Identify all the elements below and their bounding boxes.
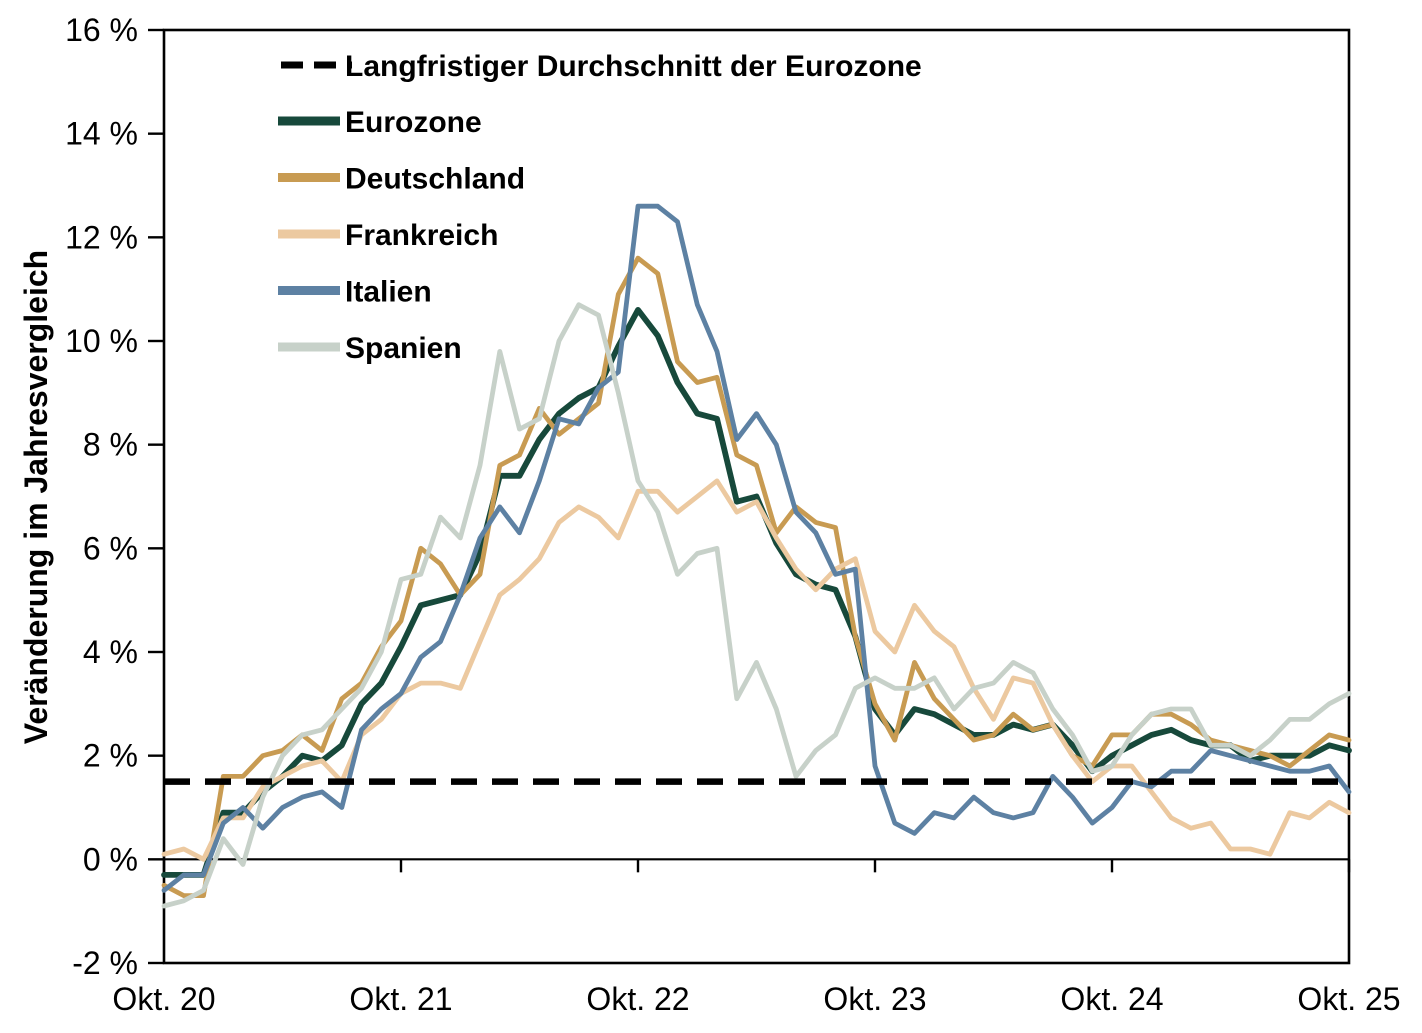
x-tick-label: Okt. 22 [586, 981, 689, 1017]
plot-border [162, 28, 1351, 965]
y-tick-label: 14 % [65, 116, 138, 152]
x-tick-label: Okt. 21 [349, 981, 452, 1017]
y-tick-label: 8 % [83, 427, 138, 463]
x-tick-label: Okt. 20 [112, 981, 215, 1017]
y-tick-label: -2 % [72, 945, 138, 981]
y-tick-label: 10 % [65, 323, 138, 359]
legend-item-eurozone: Eurozone [278, 106, 482, 139]
y-tick-label: 2 % [83, 738, 138, 774]
y-tick-label: 12 % [65, 219, 138, 255]
legend-item-spanien: Spanien [278, 332, 462, 365]
y-tick-label: 16 % [65, 12, 138, 48]
legend-label-langfristiger-durchschnitt-der-eurozone: Langfristiger Durchschnitt der Eurozone [345, 50, 922, 83]
x-tick-label: Okt. 25 [1297, 981, 1400, 1017]
x-tick-label: Okt. 23 [823, 981, 926, 1017]
chart-legend: Langfristiger Durchschnitt der Eurozone E… [278, 50, 922, 365]
legend-label-italien: Italien [345, 276, 432, 309]
legend-item-deutschland: Deutschland [278, 163, 525, 196]
legend-item-italien: Italien [278, 276, 432, 309]
legend-item-langfristiger-durchschnitt-der-eurozone: Langfristiger Durchschnitt der Eurozone [281, 50, 922, 83]
legend-label-spanien: Spanien [345, 332, 462, 365]
y-tick-label: 0 % [83, 841, 138, 877]
y-tick-label: 6 % [83, 530, 138, 566]
legend-item-frankreich: Frankreich [278, 219, 498, 252]
series-line-italien [161, 203, 1352, 893]
y-axis-title: Veränderung im Jahresvergleich [18, 250, 54, 744]
data-series [161, 203, 1352, 909]
axis-ticks: 16 %14 %12 %10 %8 %6 %4 %2 %0 %-2 %Okt. … [65, 12, 1401, 1017]
series-line-eurozone [161, 306, 1352, 878]
legend-label-frankreich: Frankreich [345, 219, 498, 252]
x-tick-label: Okt. 24 [1060, 981, 1163, 1017]
y-tick-label: 4 % [83, 634, 138, 670]
legend-label-deutschland: Deutschland [345, 163, 525, 196]
plot-frame [162, 28, 1351, 965]
series-line-spanien [161, 302, 1352, 909]
legend-label-eurozone: Eurozone [345, 106, 482, 139]
